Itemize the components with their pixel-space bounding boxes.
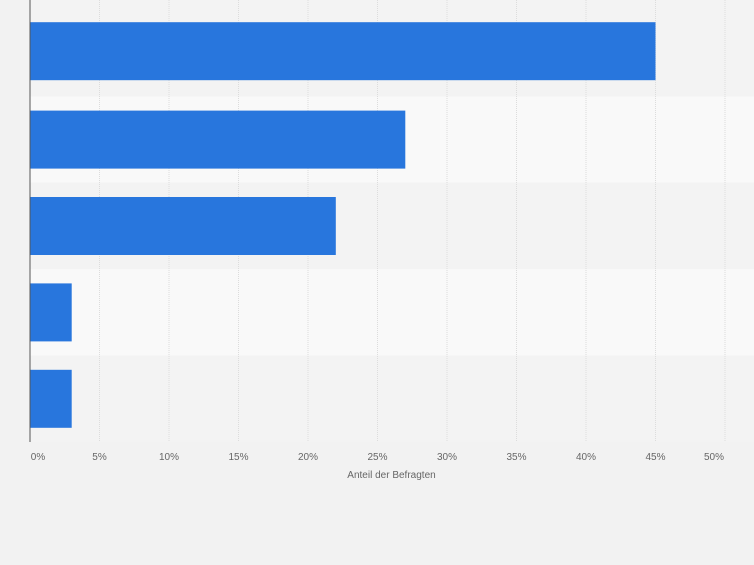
bar (30, 197, 336, 255)
bar (30, 283, 72, 342)
row-band (30, 355, 754, 442)
x-tick-label: 15% (228, 452, 248, 463)
bar (30, 369, 72, 428)
x-tick-label: 40% (576, 452, 596, 463)
bar (30, 110, 406, 169)
x-tick-label: 25% (367, 452, 387, 463)
x-axis-label: Anteil der Befragten (347, 470, 435, 481)
x-tick-label: 50% (704, 452, 724, 463)
x-tick-label: 45% (645, 452, 665, 463)
x-tick-label: 35% (506, 452, 526, 463)
x-tick-label: 0% (31, 452, 46, 463)
row-band (30, 269, 754, 356)
x-tick-label: 5% (92, 452, 107, 463)
bars (30, 22, 656, 428)
x-tick-label: 30% (437, 452, 457, 463)
x-tick-label: 10% (159, 452, 179, 463)
bar (30, 22, 656, 81)
x-tick-label: 20% (298, 452, 318, 463)
x-axis-ticks: 0% 5% 10% 15% 20% 25% 30% 35% 40% 45% 50% (31, 452, 724, 463)
